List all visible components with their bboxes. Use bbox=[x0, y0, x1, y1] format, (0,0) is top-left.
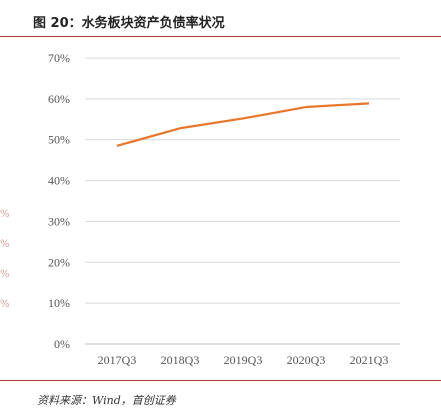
y-tick-label: 30% bbox=[48, 214, 70, 228]
series-layer bbox=[116, 102, 370, 147]
x-tick-label: 2021Q3 bbox=[350, 353, 389, 367]
x-axis-ticks: 2017Q3 2018Q3 2019Q3 2020Q3 2021Q3 bbox=[98, 353, 389, 367]
x-tick-label: 2020Q3 bbox=[287, 353, 326, 367]
x-tick-label: 2017Q3 bbox=[98, 353, 137, 367]
x-tick-label: 2018Q3 bbox=[161, 353, 200, 367]
top-divider bbox=[0, 36, 441, 37]
y-tick-label: 0% bbox=[54, 337, 70, 351]
bottom-divider bbox=[0, 380, 441, 381]
y-axis-ticks: 0% 10% 20% 30% 40% 50% 60% 70% bbox=[48, 51, 70, 351]
y-tick-label: 50% bbox=[48, 133, 70, 147]
gridlines bbox=[85, 57, 400, 345]
chart-title: 图 20：水务板块资产负债率状况 bbox=[33, 16, 225, 31]
series-line bbox=[116, 102, 370, 147]
x-tick-label: 2019Q3 bbox=[224, 353, 263, 367]
line-chart: 0% 10% 20% 30% 40% 50% 60% 70% 2017Q3 2018Q3 2019… bbox=[48, 51, 400, 367]
y-tick-label: 70% bbox=[48, 51, 70, 65]
source-note: 资料来源：Wind，首创证券 bbox=[37, 394, 176, 407]
y-tick-label: 40% bbox=[48, 174, 70, 188]
y-tick-label: 60% bbox=[48, 92, 70, 106]
cropped-side-marks: %%%% bbox=[0, 209, 10, 310]
y-tick-label: 10% bbox=[48, 296, 70, 310]
y-tick-label: 20% bbox=[48, 255, 70, 269]
